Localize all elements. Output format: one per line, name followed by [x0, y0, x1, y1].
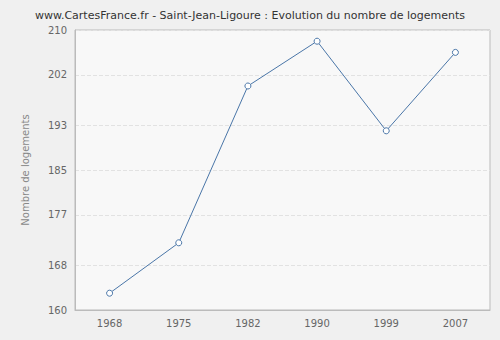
svg-text:1990: 1990: [304, 318, 329, 329]
svg-text:1975: 1975: [166, 318, 191, 329]
svg-text:1999: 1999: [374, 318, 399, 329]
svg-text:1968: 1968: [97, 318, 122, 329]
svg-text:168: 168: [48, 260, 67, 271]
svg-text:1982: 1982: [235, 318, 260, 329]
svg-text:193: 193: [48, 120, 67, 131]
svg-text:185: 185: [48, 165, 67, 176]
svg-text:160: 160: [48, 305, 67, 316]
svg-text:177: 177: [48, 209, 67, 220]
svg-text:210: 210: [48, 25, 67, 36]
svg-text:202: 202: [48, 69, 67, 80]
svg-text:2007: 2007: [443, 318, 468, 329]
svg-text:www.CartesFrance.fr - Saint-Je: www.CartesFrance.fr - Saint-Jean-Ligoure…: [35, 9, 465, 22]
svg-text:Nombre de logements: Nombre de logements: [20, 114, 31, 225]
